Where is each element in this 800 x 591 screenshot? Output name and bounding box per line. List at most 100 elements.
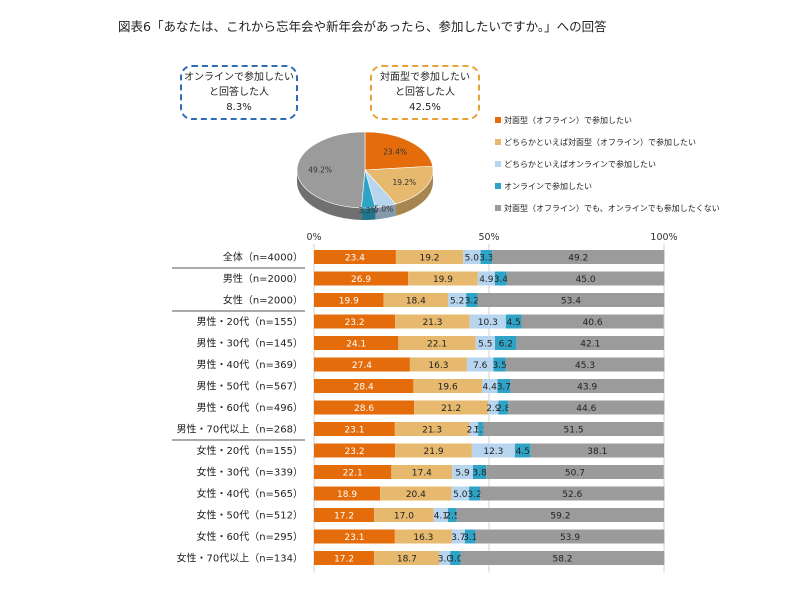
- bar-segment: [314, 422, 395, 436]
- bar-value-label: 4.5: [507, 318, 521, 328]
- bar-value-label: 3.2: [465, 296, 479, 306]
- bar-segment: [374, 551, 440, 565]
- bar-value-label: 23.2: [345, 447, 365, 457]
- category-label: 全体（n=4000）: [223, 251, 303, 264]
- pie-label-4: 49.2%: [308, 165, 332, 174]
- bar-segment: [510, 379, 664, 393]
- bar-value-label: 2.9: [486, 404, 501, 414]
- bar-segment: [466, 357, 494, 372]
- bar-value-label: 23.1: [344, 425, 364, 435]
- bar-segment: [492, 250, 665, 264]
- bar-segment: [394, 529, 452, 544]
- bar-segment: [314, 357, 410, 372]
- bar-value-label: 51.5: [564, 425, 584, 435]
- axis-tick-label: 50%: [478, 232, 499, 243]
- bar-segment: [314, 486, 381, 501]
- bar-segment: [480, 486, 665, 501]
- bar-segment: [514, 443, 531, 458]
- callout-online-value: 8.3%: [226, 102, 252, 113]
- bar-segment: [477, 293, 665, 307]
- bar-segment: [448, 293, 467, 307]
- bar-value-label: 4.4: [483, 382, 498, 392]
- bar-segment: [469, 314, 506, 329]
- legend-swatch: [495, 117, 501, 123]
- bar-segment: [471, 443, 515, 458]
- bar-value-label: 12.3: [483, 447, 503, 457]
- bar-value-label: 23.4: [345, 253, 365, 263]
- bar-value-label: 5.9: [455, 468, 470, 478]
- chart-title: 図表6「あなたは、これから忘年会や新年会があったら、参加したいですか。」への回答: [118, 19, 607, 34]
- bar-segment: [314, 379, 414, 393]
- bar-segment: [398, 336, 476, 350]
- bar-value-label: 21.2: [441, 404, 461, 414]
- bar-value-label: 5.2: [450, 296, 464, 306]
- bar-segment: [395, 314, 470, 329]
- legend-label: どちらかといえば対面型（オフライン）で参加したい: [504, 138, 696, 147]
- bar-segment: [374, 508, 434, 522]
- bar-segment: [460, 551, 665, 565]
- legend-swatch: [495, 139, 501, 145]
- bar-value-label: 3.2: [467, 490, 481, 500]
- callout-offline: 対面型で参加したい と回答した人 42.5%: [370, 65, 480, 120]
- bar-value-label: 1.5: [474, 425, 488, 435]
- bar-segment: [314, 293, 384, 307]
- legend-label: 対面型（オフライン）で参加したい: [504, 116, 632, 125]
- bar-value-label: 3.4: [494, 275, 509, 285]
- bar-segment: [395, 443, 472, 458]
- bar-value-label: 16.3: [413, 533, 433, 543]
- bar-value-label: 38.1: [587, 447, 607, 457]
- bar-value-label: 17.2: [334, 511, 354, 521]
- bar-value-label: 17.0: [394, 511, 414, 521]
- bar-segment: [486, 465, 664, 479]
- bar-segment: [506, 271, 665, 286]
- bar-value-label: 21.3: [422, 318, 442, 328]
- bar-segment: [314, 443, 396, 458]
- bar-segment: [383, 293, 449, 307]
- pie-side-4: [297, 170, 362, 220]
- bar-segment: [450, 551, 461, 565]
- bar-value-label: 49.2: [568, 253, 588, 263]
- category-label: 女性（n=2000）: [223, 294, 303, 307]
- bar-value-label: 5.0: [453, 490, 468, 500]
- bar-segment: [413, 379, 482, 393]
- bar-value-label: 53.9: [560, 533, 580, 543]
- bar-value-label: 44.6: [576, 404, 596, 414]
- bar-segment: [478, 422, 484, 436]
- bar-segment: [475, 529, 665, 544]
- category-label: 女性・70代以上（n=134）: [176, 552, 303, 565]
- pie-chart: 23.4% 19.2% 5.0%3.3% 49.2%: [296, 131, 434, 220]
- bar-segment: [498, 400, 509, 415]
- bar-segment: [472, 465, 487, 479]
- bar-value-label: 24.1: [346, 339, 366, 349]
- pie-slice-4: [296, 131, 366, 209]
- bar-value-label: 28.6: [354, 404, 374, 414]
- bar-value-label: 18.4: [406, 296, 426, 306]
- bar-value-label: 27.4: [352, 361, 372, 371]
- bar-segment: [391, 465, 453, 479]
- bar-segment: [464, 529, 476, 544]
- bar-segment: [408, 271, 478, 286]
- bar-value-label: 28.4: [354, 382, 374, 392]
- bar-value-label: 58.2: [552, 554, 572, 564]
- bar-segment: [497, 379, 511, 393]
- bar-segment: [394, 422, 470, 436]
- bar-value-label: 21.9: [424, 447, 444, 457]
- bar-value-label: 50.7: [565, 468, 585, 478]
- legend-swatch: [495, 205, 501, 211]
- bar-segment: [314, 271, 409, 286]
- bar-segment: [448, 508, 457, 522]
- category-label: 女性・30代（n=339）: [196, 466, 303, 479]
- bar-segment: [456, 508, 664, 522]
- bar-value-label: 2.8: [496, 404, 511, 414]
- callout-online: オンラインで参加したい と回答した人 8.3%: [180, 65, 298, 120]
- bar-segment: [439, 551, 451, 565]
- bar-value-label: 3.3: [479, 253, 493, 263]
- bar-value-label: 3.5: [493, 361, 507, 371]
- bar-segment: [493, 357, 506, 372]
- bar-segment: [314, 400, 415, 415]
- category-label: 男性・30代（n=145）: [196, 337, 303, 350]
- bar-segment: [466, 293, 478, 307]
- category-label: 女性・20代（n=155）: [196, 444, 303, 457]
- bar-segment: [463, 250, 481, 264]
- bar-value-label: 19.6: [438, 382, 458, 392]
